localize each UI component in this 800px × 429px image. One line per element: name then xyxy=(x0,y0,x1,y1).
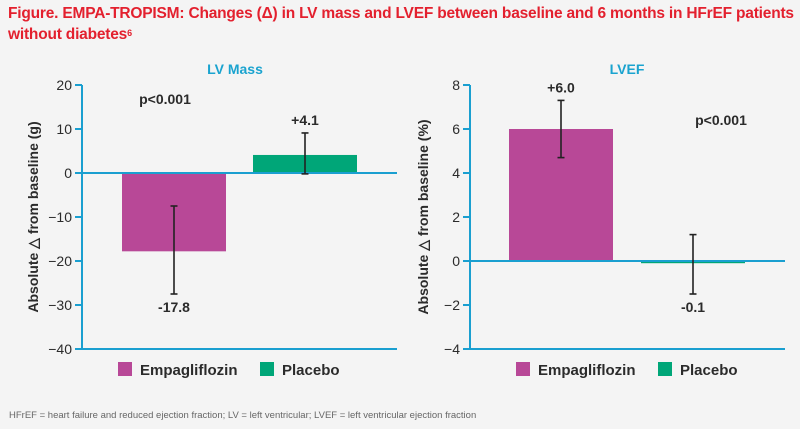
lvef-y-tick-label: 2 xyxy=(452,209,460,225)
figure-title-text: Figure. EMPA-TROPISM: Changes (Δ) in LV … xyxy=(8,5,794,43)
lv-mass-y-tick-label: −10 xyxy=(48,209,72,225)
lvef-y-tick-label: 0 xyxy=(452,253,460,269)
lv-mass-y-tick-label: 0 xyxy=(64,165,72,181)
lvef-y-tick-label: 6 xyxy=(452,121,460,137)
figure-title: Figure. EMPA-TROPISM: Changes (Δ) in LV … xyxy=(8,3,798,45)
lvef-legend-swatch-empagliflozin xyxy=(516,362,530,376)
lv-mass-legend-label-placebo: Placebo xyxy=(282,362,340,379)
lv-mass-y-tick-label: −30 xyxy=(48,297,72,313)
lv-mass-value-label: +4.1 xyxy=(291,112,319,128)
lvef-value-label: +6.0 xyxy=(547,79,575,95)
lvef-value-label: -0.1 xyxy=(681,299,705,315)
lvef-y-axis-label: Absolute △ from baseline (%) xyxy=(415,119,431,314)
lv-mass-value-label: -17.8 xyxy=(158,299,190,315)
footnote: HFrEF = heart failure and reduced ejecti… xyxy=(9,410,477,421)
lvef-y-tick-label: 8 xyxy=(452,77,460,93)
lv-mass-panel-title: LV Mass xyxy=(207,61,263,77)
lv-mass-legend-label-empagliflozin: Empagliflozin xyxy=(140,362,238,379)
lvef-legend-label-placebo: Placebo xyxy=(680,362,738,379)
lv-mass-y-tick-label: 20 xyxy=(56,77,72,93)
lvef-panel-title: LVEF xyxy=(610,61,645,77)
lv-mass-y-axis-label: Absolute △ from baseline (g) xyxy=(25,121,41,312)
lv-mass-y-tick-label: −40 xyxy=(48,341,72,357)
lvef-p-value: p<0.001 xyxy=(695,112,747,128)
lv-mass-legend-swatch-placebo xyxy=(260,362,274,376)
lv-mass-y-tick-label: −20 xyxy=(48,253,72,269)
lvef-legend-label-empagliflozin: Empagliflozin xyxy=(538,362,636,379)
lvef-legend-swatch-placebo xyxy=(658,362,672,376)
lv-mass-legend-swatch-empagliflozin xyxy=(118,362,132,376)
lvef-y-tick-label: 4 xyxy=(452,165,460,181)
lv-mass-p-value: p<0.001 xyxy=(139,91,191,107)
lvef-y-tick-label: −2 xyxy=(444,297,460,313)
lvef-y-tick-label: −4 xyxy=(444,341,460,357)
figure-title-superscript: 6 xyxy=(127,28,132,38)
lv-mass-y-tick-label: 10 xyxy=(56,121,72,137)
